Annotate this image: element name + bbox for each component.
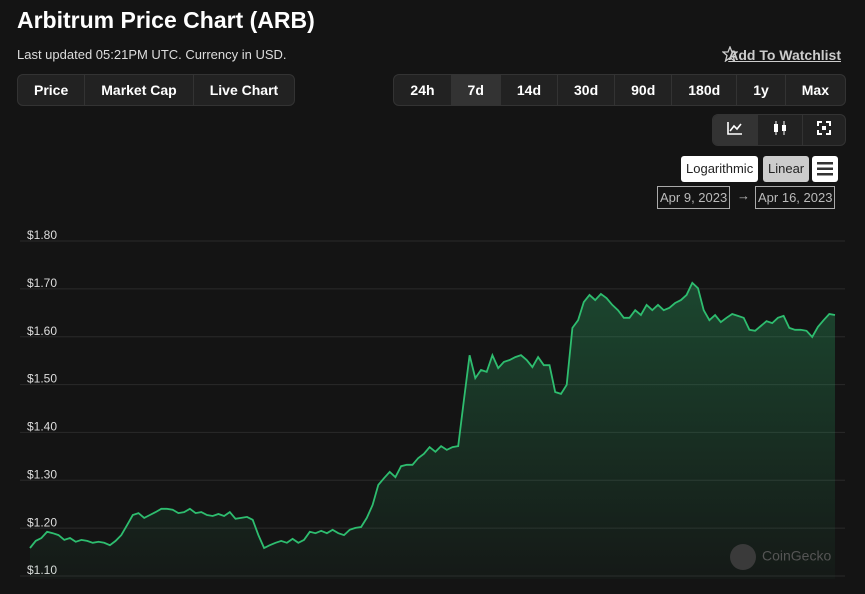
date-to[interactable]: Apr 16, 2023 [755, 186, 836, 209]
tab-group: Price Market Cap Live Chart [17, 74, 296, 106]
line-chart-button[interactable] [713, 115, 758, 145]
range-button[interactable]: 30d [558, 75, 616, 105]
star-icon[interactable] [721, 45, 739, 67]
star-shape [721, 45, 739, 63]
watchlist-link[interactable]: Add To Watchlist [728, 47, 841, 63]
subtitle: Last updated 05:21PM UTC. Currency in US… [17, 47, 287, 62]
range-button[interactable]: 7d [451, 75, 501, 105]
tab-button[interactable]: Price [18, 75, 86, 105]
star [721, 45, 739, 63]
y-tick-label: $1.30 [27, 467, 57, 481]
page-title: Arbitrum Price Chart (ARB) [17, 7, 315, 33]
range-button[interactable]: Max [801, 82, 829, 98]
range-button[interactable]: 24h [394, 75, 452, 105]
linear-button[interactable]: Linear [763, 156, 810, 182]
log-button[interactable]: Logarithmic [681, 156, 759, 182]
range-button[interactable]: 180d [672, 75, 738, 105]
y-tick-label: $1.70 [27, 276, 57, 290]
range-group: 24h 7d 14d 30d 90d 180d 1y Max [393, 74, 846, 106]
range-button[interactable]: 90d [615, 75, 673, 105]
y-tick-label: $1.40 [27, 420, 57, 434]
date-from[interactable]: Apr 9, 2023 [657, 186, 731, 209]
y-tick-label: $1.60 [27, 324, 57, 338]
menu-icon [817, 162, 833, 176]
y-tick-label: $1.20 [27, 515, 57, 529]
area-fill [30, 282, 835, 579]
menu-button[interactable] [812, 156, 838, 182]
candle-chart-button[interactable] [758, 115, 803, 145]
chart-type-group [712, 114, 846, 146]
tab-button[interactable]: Market Cap [85, 75, 194, 105]
date-arrow: → [737, 188, 750, 203]
candle-icon [774, 121, 786, 135]
tab-button[interactable]: Live Chart [209, 82, 279, 98]
price-line [29, 281, 836, 550]
fullscreen-button[interactable] [803, 115, 845, 145]
watermark: CoinGecko [762, 548, 831, 564]
line-icon [727, 122, 742, 135]
y-tick-label: $1.50 [27, 372, 57, 386]
range-button[interactable]: 1y [737, 75, 786, 105]
y-tick-label: $1.80 [27, 228, 57, 242]
fullscreen-icon [817, 121, 831, 135]
range-button[interactable]: 14d [501, 75, 559, 105]
watermark-logo [730, 544, 756, 570]
